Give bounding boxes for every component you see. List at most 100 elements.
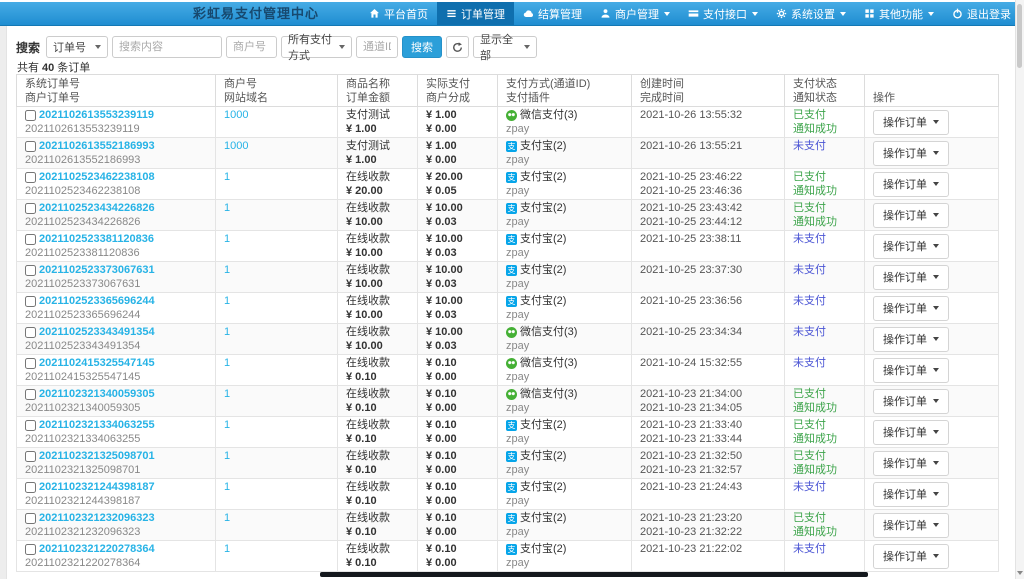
nav-item-other[interactable]: 其他功能: [855, 2, 943, 25]
order-actions-button[interactable]: 操作订单: [873, 481, 949, 507]
order-actions-button[interactable]: 操作订单: [873, 419, 949, 445]
row-checkbox[interactable]: [25, 450, 36, 462]
row-checkbox[interactable]: [25, 109, 36, 121]
merchant-id-link[interactable]: 1: [224, 295, 231, 307]
order-amount: ¥ 0.10: [346, 371, 377, 383]
system-order-link[interactable]: 2021102523462238108: [39, 171, 155, 183]
channel-id-input[interactable]: [356, 36, 399, 58]
search-button[interactable]: 搜索: [402, 36, 443, 58]
system-order-link[interactable]: 2021102321220278364: [39, 543, 155, 555]
merchant-id-input[interactable]: [226, 36, 278, 58]
merchant-id-link[interactable]: 1: [224, 357, 231, 369]
system-order-link[interactable]: 2021102523365696244: [39, 295, 155, 307]
system-order-link[interactable]: 2021102523434226826: [39, 202, 155, 214]
system-order-link[interactable]: 2021102321325098701: [39, 450, 155, 462]
order-actions-button[interactable]: 操作订单: [873, 109, 949, 135]
nav-item-logout[interactable]: 退出登录: [943, 2, 1020, 25]
scrollbar-down-arrow-icon[interactable]: [1017, 571, 1023, 575]
vertical-scrollbar[interactable]: [1015, 0, 1024, 579]
vertical-scrollbar-thumb[interactable]: [1017, 4, 1022, 68]
system-order-link[interactable]: 2021102321334063255: [39, 419, 155, 431]
merchant-id-link[interactable]: 1: [224, 450, 231, 462]
table-row: 2021102321220278364 2021102321220278364 …: [16, 540, 999, 572]
system-order-link[interactable]: 2021102613553239119: [39, 109, 155, 121]
row-checkbox[interactable]: [25, 357, 36, 369]
pay-plugin: zpay: [506, 340, 530, 352]
order-actions-button[interactable]: 操作订单: [873, 512, 949, 538]
app-title: 彩虹易支付管理中心: [193, 6, 320, 21]
row-checkbox[interactable]: [25, 295, 36, 307]
chevron-down-icon: [933, 337, 939, 341]
row-checkbox[interactable]: [25, 326, 36, 338]
merchant-id-link[interactable]: 1: [224, 171, 231, 183]
merchant-id-link[interactable]: 1: [224, 481, 231, 493]
refresh-button[interactable]: [446, 36, 470, 58]
row-checkbox[interactable]: [25, 171, 36, 183]
order-actions-button[interactable]: 操作订单: [873, 295, 949, 321]
order-actions-button[interactable]: 操作订单: [873, 202, 949, 228]
order-actions-button[interactable]: 操作订单: [873, 171, 949, 197]
nav-item-label: 系统设置: [791, 8, 835, 21]
merchant-id-link[interactable]: 1: [224, 233, 231, 245]
order-actions-button[interactable]: 操作订单: [873, 326, 949, 352]
system-order-link[interactable]: 2021102321244398187: [39, 481, 155, 493]
merchant-id-link[interactable]: 1: [224, 512, 231, 524]
nav-item-pay-api[interactable]: 支付接口: [679, 2, 767, 25]
system-order-link[interactable]: 2021102523343491354: [39, 326, 155, 338]
row-checkbox[interactable]: [25, 481, 36, 493]
notify-status: 通知成功: [793, 464, 837, 476]
order-actions-button[interactable]: 操作订单: [873, 140, 949, 166]
system-order-link[interactable]: 2021102415325547145: [39, 357, 155, 369]
notify-status: 通知成功: [793, 433, 837, 445]
merchant-id-link[interactable]: 1: [224, 388, 231, 400]
row-checkbox[interactable]: [25, 233, 36, 245]
merchant-id-link[interactable]: 1000: [224, 109, 249, 121]
nav-item-merchants[interactable]: 商户管理: [591, 2, 679, 25]
row-checkbox[interactable]: [25, 543, 36, 555]
row-checkbox[interactable]: [25, 388, 36, 400]
row-checkbox[interactable]: [25, 140, 36, 152]
nav-item-orders[interactable]: 订单管理: [437, 2, 514, 25]
nav-item-settings[interactable]: 系统设置: [767, 2, 855, 25]
merchant-id-link[interactable]: 1: [224, 543, 231, 555]
complete-time: [640, 370, 776, 384]
nav-item-settlement[interactable]: 结算管理: [514, 2, 591, 25]
row-checkbox[interactable]: [25, 512, 36, 524]
system-order-link[interactable]: 2021102613552186993: [39, 140, 155, 152]
table-row: 2021102321244398187 2021102321244398187 …: [16, 478, 999, 510]
order-count-number: 40: [42, 62, 55, 74]
order-amount: ¥ 10.00: [346, 216, 383, 228]
row-checkbox[interactable]: [25, 419, 36, 431]
order-actions-button[interactable]: 操作订单: [873, 233, 949, 259]
row-checkbox[interactable]: [25, 202, 36, 214]
system-order-link[interactable]: 2021102523373067631: [39, 264, 155, 276]
chevron-down-icon: [933, 213, 939, 217]
merchant-id-link[interactable]: 1: [224, 264, 231, 276]
system-order-link[interactable]: 2021102523381120836: [39, 233, 155, 245]
merchant-id-link[interactable]: 1: [224, 419, 231, 431]
row-checkbox[interactable]: [25, 264, 36, 276]
horizontal-scrollbar-thumb[interactable]: [320, 572, 868, 577]
merchant-id-link[interactable]: 1000: [224, 140, 249, 152]
nav-item-home[interactable]: 平台首页: [360, 2, 437, 25]
alipay-icon: [506, 171, 517, 183]
pay-method-select[interactable]: 所有支付方式: [281, 34, 353, 62]
order-actions-button[interactable]: 操作订单: [873, 264, 949, 290]
pay-status: 已支付: [793, 419, 826, 431]
order-actions-button[interactable]: 操作订单: [873, 388, 949, 414]
merchant-id-link[interactable]: 1: [224, 202, 231, 214]
alipay-icon: [506, 295, 517, 307]
pay-method: 支付宝(2): [520, 295, 567, 307]
order-actions-button[interactable]: 操作订单: [873, 357, 949, 383]
system-order-link[interactable]: 2021102321232096323: [39, 512, 155, 524]
system-order-link[interactable]: 2021102321340059305: [39, 388, 155, 400]
search-content-input[interactable]: [112, 36, 223, 58]
order-actions-button[interactable]: 操作订单: [873, 450, 949, 476]
actual-paid: ¥ 0.10: [426, 481, 457, 493]
display-filter-select[interactable]: 显示全部: [473, 34, 538, 62]
order-type-select[interactable]: 订单号: [46, 36, 109, 58]
site-domain: [224, 494, 329, 508]
order-actions-button[interactable]: 操作订单: [873, 543, 949, 569]
merchant-order-no: 2021102613552186993: [25, 154, 141, 166]
merchant-id-link[interactable]: 1: [224, 326, 231, 338]
